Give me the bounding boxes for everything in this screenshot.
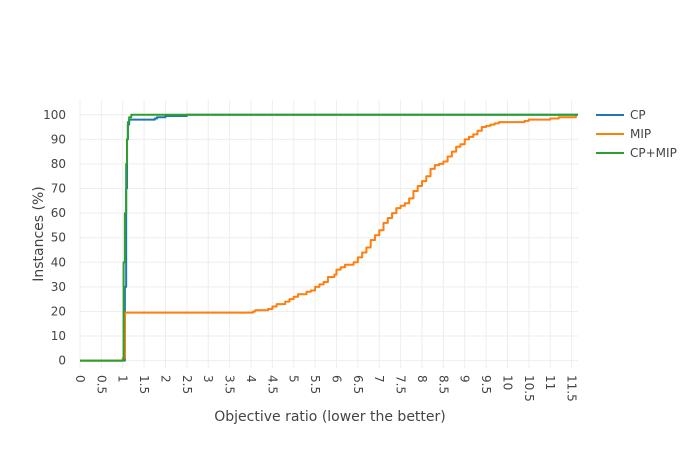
x-tick-label: 8	[415, 375, 429, 383]
x-tick-label: 1.5	[137, 375, 151, 394]
x-tick-label: 5.5	[308, 375, 322, 394]
x-tick-label: 1	[116, 375, 130, 383]
legend-item[interactable]: MIP	[596, 127, 651, 141]
x-tick-label: 0	[73, 375, 87, 383]
x-tick-label: 9	[458, 375, 472, 383]
x-axis-title: Objective ratio (lower the better)	[214, 409, 446, 425]
y-tick-label: 70	[51, 182, 66, 196]
y-axis-title: Instances (%)	[31, 186, 47, 282]
legend-item[interactable]: CP+MIP	[596, 146, 677, 160]
x-tick-label: 4	[244, 375, 258, 383]
y-tick-label: 30	[51, 280, 66, 294]
x-axis-ticks: 0 0.5 1 1.5 2 2.5 3 3.5 4 4.5 5 5.5 6 6.5 7 7.5 8 8.5 9 9.5…	[73, 375, 579, 402]
legend-label: CP	[630, 108, 646, 122]
y-tick-label: 100	[43, 108, 66, 122]
y-tick-label: 20	[51, 304, 66, 318]
series-line-mip[interactable]	[80, 114, 577, 362]
legend-label: CP+MIP	[630, 146, 677, 160]
legend-label: MIP	[630, 127, 651, 141]
series-layer	[80, 113, 578, 362]
x-tick-label: 8.5	[436, 375, 450, 394]
x-tick-label: 2	[158, 375, 172, 383]
x-tick-label: 5	[287, 375, 301, 383]
x-tick-label: 6	[329, 375, 343, 383]
series-line-cp[interactable]	[80, 113, 578, 362]
y-tick-label: 80	[51, 157, 66, 171]
x-tick-label: 10	[500, 375, 514, 390]
y-tick-label: 90	[51, 132, 66, 146]
x-tick-label: 7.5	[394, 375, 408, 394]
x-tick-label: 11.5	[565, 375, 579, 402]
x-tick-label: 7	[372, 375, 386, 383]
grid	[79, 100, 578, 368]
x-tick-label: 9.5	[479, 375, 493, 394]
y-tick-label: 50	[51, 231, 66, 245]
x-tick-label: 0.5	[94, 375, 108, 394]
y-axis-ticks: 0 10 20 30 40 50 60 70 80 90 100	[43, 108, 66, 368]
legend-item[interactable]: CP	[596, 108, 646, 122]
x-tick-label: 2.5	[180, 375, 194, 394]
y-tick-label: 40	[51, 255, 66, 269]
x-tick-label: 11	[543, 375, 557, 390]
x-tick-label: 10.5	[522, 375, 536, 402]
y-tick-label: 0	[58, 354, 66, 368]
x-tick-label: 4.5	[265, 375, 279, 394]
x-tick-label: 3.5	[223, 375, 237, 394]
y-tick-label: 10	[51, 329, 66, 343]
legend[interactable]: CP MIP CP+MIP	[596, 108, 677, 160]
series-line-cp-mip[interactable]	[80, 113, 578, 362]
x-tick-label: 6.5	[351, 375, 365, 394]
x-tick-label: 3	[201, 375, 215, 383]
y-tick-label: 60	[51, 206, 66, 220]
